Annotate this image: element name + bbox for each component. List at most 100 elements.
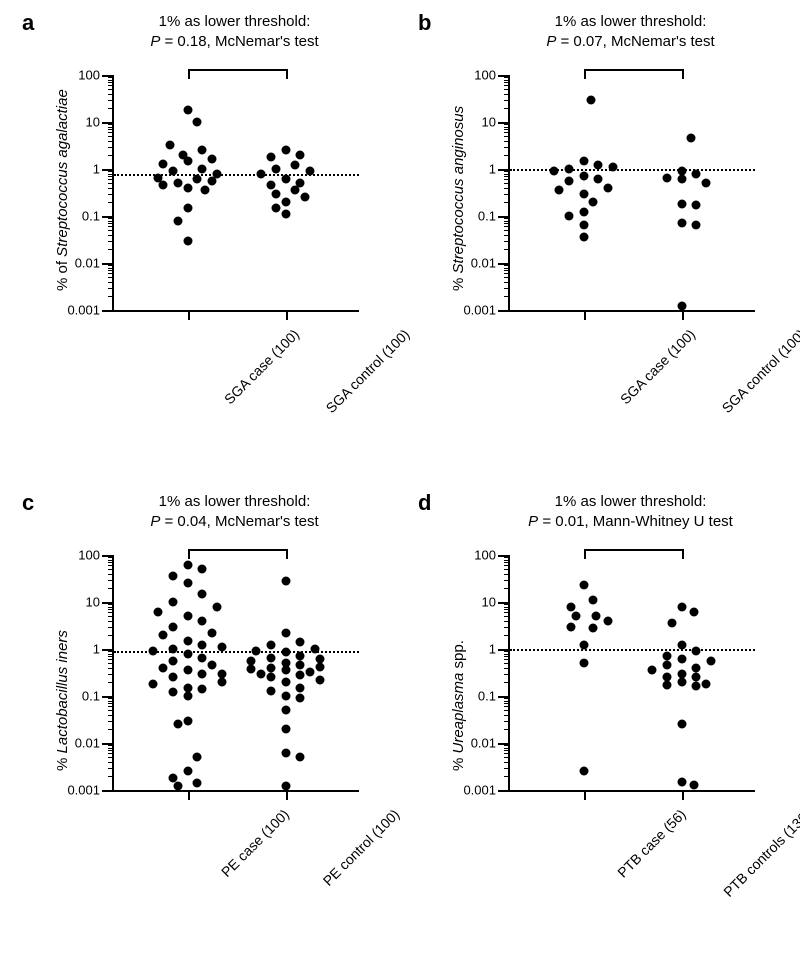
data-point — [281, 692, 290, 701]
data-point — [296, 670, 305, 679]
data-point — [198, 146, 207, 155]
data-point — [183, 649, 192, 658]
data-point — [310, 645, 319, 654]
threshold-line — [114, 174, 359, 176]
data-point — [667, 619, 676, 628]
data-point — [193, 175, 202, 184]
data-point — [198, 589, 207, 598]
data-point — [198, 685, 207, 694]
data-point — [168, 673, 177, 682]
ylabel-d: % Ureaplasma spp. — [450, 640, 467, 771]
data-point — [291, 161, 300, 170]
ytick-label: 0.1 — [82, 689, 100, 704]
ytick-label: 10 — [86, 595, 100, 610]
data-point — [677, 777, 686, 786]
data-point — [702, 179, 711, 188]
data-point — [193, 118, 202, 127]
data-point — [198, 641, 207, 650]
data-point — [315, 662, 324, 671]
data-point — [183, 579, 192, 588]
data-point — [579, 659, 588, 668]
ytick-label: 0.01 — [75, 256, 100, 271]
panel-title-d: 1% as lower threshold:P = 0.01, Mann-Whi… — [498, 492, 763, 531]
ytick-label: 1 — [489, 162, 496, 177]
data-point — [252, 647, 261, 656]
plot-c: 0.0010.010.1110100 — [112, 555, 359, 792]
data-point — [168, 622, 177, 631]
data-point — [168, 645, 177, 654]
data-point — [266, 663, 275, 672]
data-point — [183, 106, 192, 115]
data-point — [281, 175, 290, 184]
data-point — [159, 663, 168, 672]
ytick-label: 0.001 — [67, 303, 100, 318]
ytick-label: 0.1 — [478, 209, 496, 224]
data-point — [692, 663, 701, 672]
ytick-label: 100 — [474, 548, 496, 563]
data-point — [662, 173, 671, 182]
data-point — [689, 780, 698, 789]
data-point — [208, 661, 217, 670]
data-point — [579, 189, 588, 198]
data-point — [247, 664, 256, 673]
figure-root: a1% as lower threshold:P = 0.18, McNemar… — [0, 0, 800, 968]
data-point — [159, 159, 168, 168]
data-point — [257, 169, 266, 178]
data-point — [692, 169, 701, 178]
data-point — [183, 716, 192, 725]
data-point — [198, 616, 207, 625]
data-point — [173, 216, 182, 225]
data-point — [271, 203, 280, 212]
data-point — [579, 220, 588, 229]
data-point — [677, 720, 686, 729]
ytick-label: 0.001 — [463, 303, 496, 318]
data-point — [266, 153, 275, 162]
data-point — [183, 156, 192, 165]
data-point — [594, 175, 603, 184]
data-point — [154, 608, 163, 617]
ytick-label: 100 — [78, 68, 100, 83]
data-point — [193, 753, 202, 762]
data-point — [579, 208, 588, 217]
data-point — [198, 669, 207, 678]
panel-label-b: b — [418, 10, 431, 36]
data-point — [281, 724, 290, 733]
data-point — [183, 612, 192, 621]
data-point — [296, 753, 305, 762]
data-point — [677, 677, 686, 686]
ytick-label: 0.01 — [75, 736, 100, 751]
ytick-label: 0.01 — [471, 736, 496, 751]
data-point — [281, 666, 290, 675]
ytick-label: 0.1 — [478, 689, 496, 704]
data-point — [692, 682, 701, 691]
data-point — [692, 673, 701, 682]
data-point — [589, 623, 598, 632]
data-point — [586, 95, 595, 104]
plot-b: 0.0010.010.1110100 — [508, 75, 755, 312]
data-point — [173, 782, 182, 791]
data-point — [217, 643, 226, 652]
data-point — [159, 181, 168, 190]
data-point — [567, 622, 576, 631]
data-point — [677, 641, 686, 650]
data-point — [589, 197, 598, 206]
data-point — [281, 749, 290, 758]
data-point — [692, 647, 701, 656]
plot-a: 0.0010.010.1110100 — [112, 75, 359, 312]
data-point — [266, 641, 275, 650]
data-point — [550, 167, 559, 176]
ytick-label: 10 — [86, 115, 100, 130]
ylabel-b: % Streptococcus anginosus — [450, 106, 467, 291]
data-point — [266, 673, 275, 682]
data-point — [677, 655, 686, 664]
data-point — [692, 201, 701, 210]
data-point — [183, 636, 192, 645]
data-point — [159, 630, 168, 639]
data-point — [208, 177, 217, 186]
data-point — [281, 210, 290, 219]
data-point — [692, 220, 701, 229]
data-point — [687, 134, 696, 143]
ytick-label: 0.001 — [67, 783, 100, 798]
data-point — [166, 141, 175, 150]
data-point — [183, 236, 192, 245]
